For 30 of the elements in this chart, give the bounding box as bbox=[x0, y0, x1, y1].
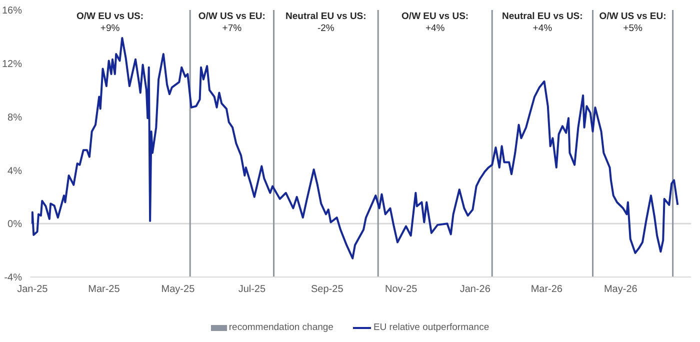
y-tick-label: 8% bbox=[8, 112, 22, 124]
annotation: +7% bbox=[221, 23, 243, 35]
y-tick-label: 4% bbox=[8, 166, 22, 177]
annotation: O/W EU vs US: bbox=[76, 11, 145, 23]
x-tick-label: Mar-26 bbox=[530, 284, 563, 296]
y-tick-label: 0% bbox=[8, 219, 22, 230]
x-tick-label: Jul-25 bbox=[238, 284, 266, 296]
x-tick-label: May-25 bbox=[161, 284, 196, 296]
annotation: Neutral EU vs US: bbox=[502, 11, 583, 22]
annotation: +5% bbox=[622, 23, 644, 35]
y-tick-label: -4% bbox=[4, 272, 22, 284]
legend-label: EU relative outperformance bbox=[373, 322, 490, 333]
annotation: +9% bbox=[99, 23, 121, 35]
annotation: O/W EU vs US: bbox=[400, 11, 470, 23]
annotation: -2% bbox=[316, 23, 336, 35]
x-tick-label: Jan-25 bbox=[17, 284, 48, 296]
legend-label: recommendation change bbox=[228, 322, 334, 333]
x-tick-label: Jan-26 bbox=[460, 284, 491, 296]
line-series bbox=[31, 37, 679, 260]
x-tick-label: May-26 bbox=[604, 284, 638, 296]
annotation: O/W US vs EU: bbox=[599, 11, 666, 22]
y-tick-label: 16% bbox=[2, 6, 22, 17]
y-tick-label: 12% bbox=[2, 58, 22, 70]
annotation: O/W US vs EU: bbox=[198, 11, 266, 22]
annotation: Neutral EU vs US: bbox=[284, 11, 368, 23]
x-tick-label: Nov-25 bbox=[385, 284, 418, 296]
x-tick-label: Mar-25 bbox=[88, 284, 120, 296]
annotation: +4% bbox=[424, 23, 446, 35]
annotation: +4% bbox=[532, 23, 554, 35]
x-tick-label: Sep-25 bbox=[311, 284, 344, 296]
